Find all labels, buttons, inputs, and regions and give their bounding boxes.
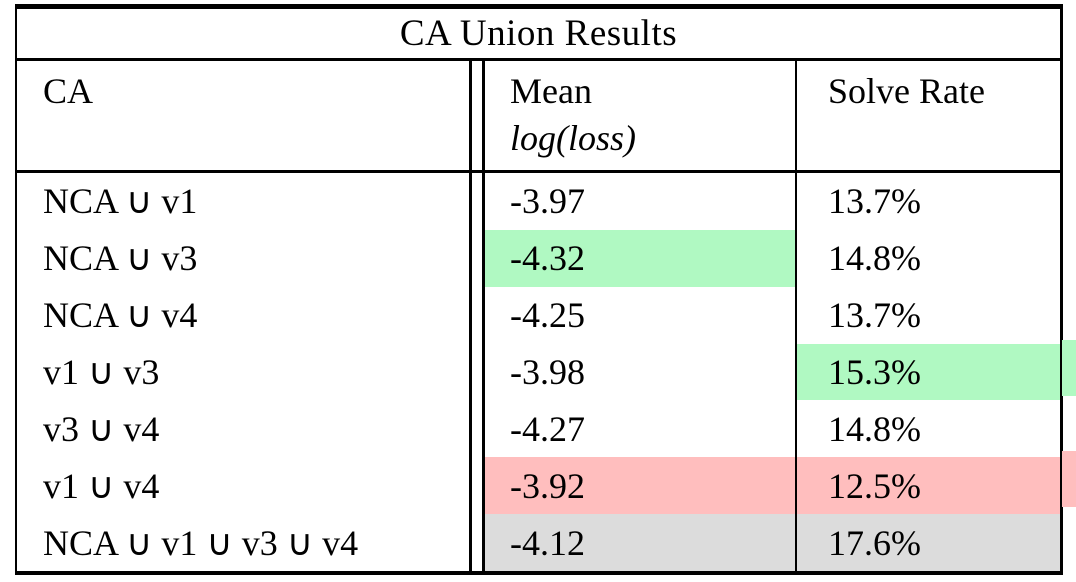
- ca-cell: v1 ∪ v4: [43, 465, 160, 506]
- mean-cell: -4.32: [485, 229, 795, 287]
- ca-cell: NCA ∪ v1 ∪ v3 ∪ v4: [43, 522, 359, 563]
- double-rule-gap: [469, 400, 485, 458]
- ca-cell: v3 ∪ v4: [43, 408, 160, 449]
- mean-cell: -3.98: [510, 351, 585, 392]
- column-header-solve-rate: Solve Rate: [795, 61, 1060, 173]
- column-header-mean: Mean log(loss): [485, 61, 795, 173]
- double-rule-gap: [469, 229, 485, 287]
- column-header-ca: CA: [17, 61, 469, 173]
- solve-rate-cell: 14.8%: [795, 400, 1060, 458]
- column-header-mean-sublabel: log(loss): [510, 118, 636, 158]
- ca-union-results-table: CA Union Results CA Mean log(loss) Solve…: [15, 4, 1063, 575]
- solve-rate-cell: 15.3%: [795, 343, 1060, 401]
- solve-rate-cell: 14.8%: [795, 229, 1060, 287]
- ca-cell: NCA ∪ v3: [43, 238, 198, 279]
- solve-rate-cell: 17.6%: [795, 514, 1060, 571]
- double-rule-gap: [469, 457, 485, 515]
- double-rule-gap: [469, 173, 485, 230]
- double-rule-gap: [469, 61, 485, 173]
- mean-cell: -3.97: [510, 181, 585, 222]
- green-highlight-bleed: [1062, 340, 1076, 396]
- mean-cell: -4.27: [510, 408, 585, 449]
- ca-cell: NCA ∪ v1: [43, 181, 198, 222]
- ca-cell: v1 ∪ v3: [43, 351, 160, 392]
- double-rule-gap: [469, 514, 485, 571]
- red-highlight-bleed: [1062, 451, 1076, 507]
- double-rule-gap: [469, 286, 485, 344]
- solve-rate-cell: 12.5%: [795, 457, 1060, 515]
- solve-rate-cell: 13.7%: [795, 173, 1060, 230]
- double-rule-gap: [469, 343, 485, 401]
- ca-cell: NCA ∪ v4: [43, 295, 198, 336]
- mean-cell: -4.25: [510, 295, 585, 336]
- solve-rate-cell: 13.7%: [795, 286, 1060, 344]
- column-header-mean-label: Mean: [510, 71, 592, 111]
- table-title: CA Union Results: [17, 9, 1060, 61]
- mean-cell: -3.92: [485, 457, 795, 515]
- mean-cell: -4.12: [485, 514, 795, 571]
